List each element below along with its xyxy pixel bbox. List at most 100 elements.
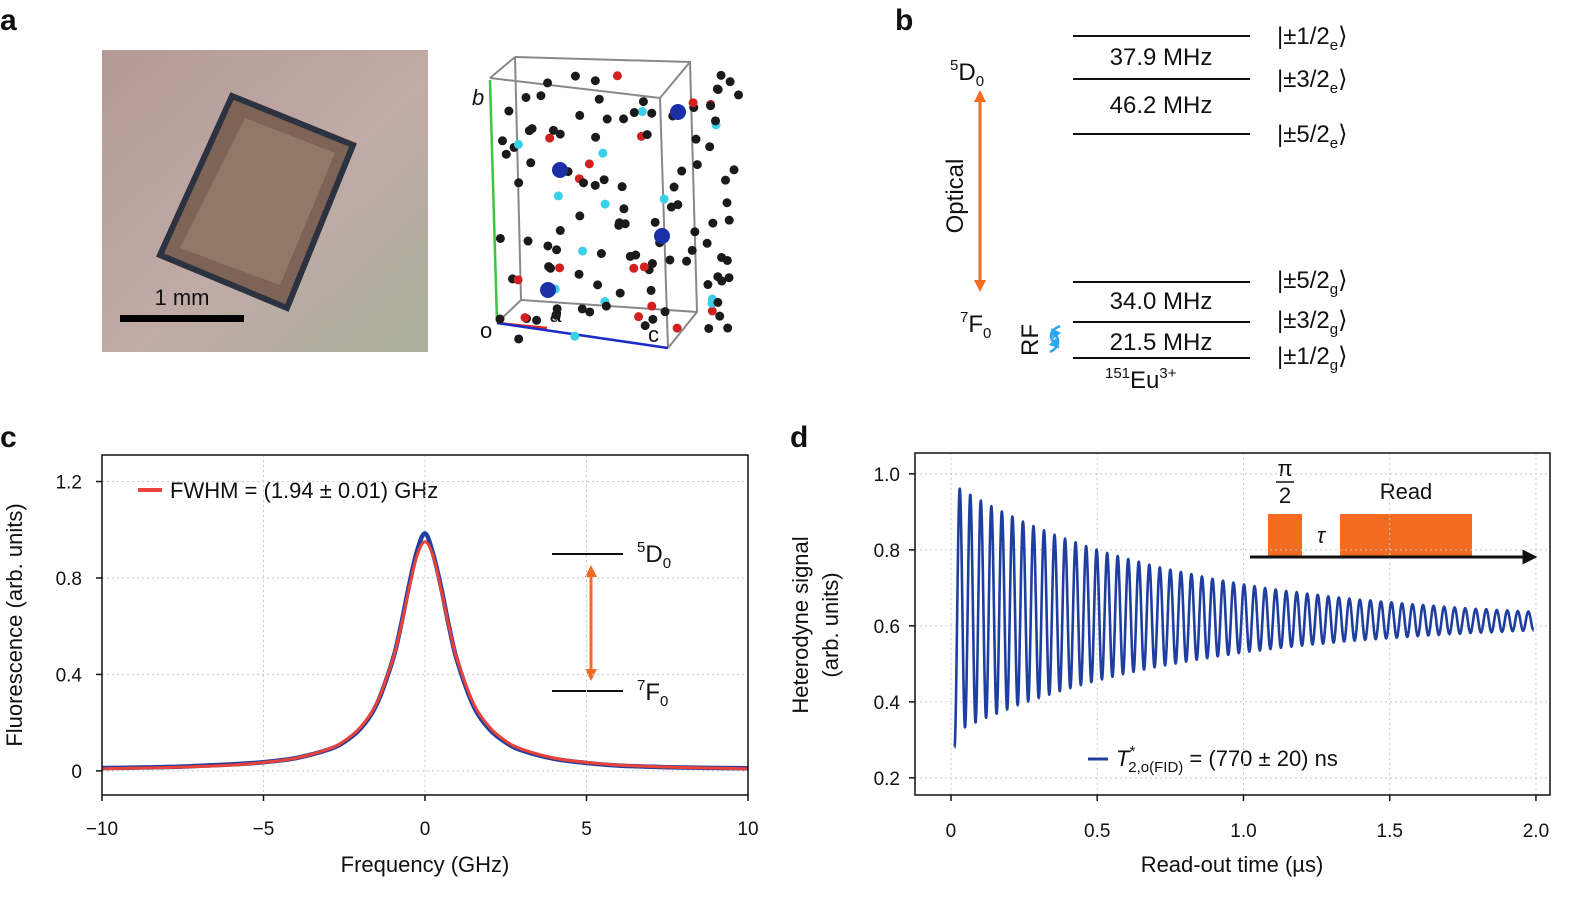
atom [619, 114, 629, 124]
atom [577, 304, 587, 314]
atom [590, 180, 600, 190]
atom [634, 312, 644, 322]
superscript: 5 [637, 539, 645, 556]
subscript: 0 [983, 325, 991, 342]
subscript: g [1330, 357, 1338, 374]
cell-edge [659, 61, 691, 99]
atom [704, 323, 714, 333]
atom [706, 101, 716, 111]
atom [639, 262, 649, 272]
unit-cell: b a c o [472, 56, 744, 350]
x-tick-label: 2.0 [1523, 821, 1549, 842]
ket-text: |±3/2 [1277, 307, 1330, 334]
atom [552, 304, 562, 314]
cell-edge [514, 56, 699, 349]
ket-close: ⟩ [1338, 267, 1347, 294]
atom [514, 178, 524, 188]
atom [498, 136, 508, 146]
atom [590, 76, 600, 86]
subscript: g [1330, 281, 1338, 298]
eu-atom [540, 282, 556, 298]
atom [596, 249, 606, 259]
ket-text: |±1/2 [1277, 23, 1330, 50]
atom [666, 202, 676, 212]
superscript: 5 [950, 57, 958, 74]
ion-label: 151Eu3+ [1105, 365, 1177, 394]
panel-label: a [0, 4, 17, 37]
atom [690, 227, 700, 237]
ket-close: ⟩ [1338, 307, 1347, 334]
cell-edge [489, 56, 516, 79]
atom [495, 314, 505, 324]
atom [660, 307, 670, 317]
y-tick-label: 1.0 [874, 465, 900, 486]
atom [720, 175, 730, 185]
x-tick-label: 0 [946, 821, 957, 842]
atom [717, 276, 727, 286]
atom [523, 236, 533, 246]
y-axis-label: (arb. units) [818, 572, 843, 677]
atom [524, 126, 534, 136]
atom [615, 288, 625, 298]
atom [614, 220, 624, 230]
atom [647, 108, 657, 118]
atom [715, 311, 725, 321]
ket-close: ⟩ [1338, 66, 1347, 93]
ket-text: |±1/2 [1277, 343, 1330, 370]
ket-text: |±5/2 [1277, 267, 1330, 294]
lower-term: 7F0 [960, 309, 991, 342]
delay-label: τ [1317, 523, 1327, 548]
atom [640, 321, 650, 331]
term-symbol: D [958, 59, 975, 86]
plot-frame [914, 452, 1551, 796]
atom [504, 106, 514, 116]
pulse-label: Read [1380, 479, 1433, 504]
inset-lower: 7F0 [637, 677, 668, 710]
atom [708, 218, 718, 228]
legend-label: T* 2,o(FID) = (770 ± 20) ns [1116, 743, 1338, 776]
subscript: 0 [660, 693, 668, 710]
term-symbol: D [645, 541, 662, 568]
atom [702, 238, 712, 248]
subscript: e [1330, 80, 1338, 97]
atom [659, 194, 669, 204]
crystal-face [180, 118, 335, 285]
atom [650, 217, 660, 227]
atom [575, 211, 585, 221]
atom [637, 107, 647, 117]
atom [555, 226, 565, 236]
atom [526, 158, 536, 168]
atom [710, 116, 720, 126]
atom [724, 215, 734, 225]
atom [602, 114, 612, 124]
ket-text: |±3/2 [1277, 66, 1330, 93]
atom [677, 166, 687, 176]
atom [638, 97, 648, 107]
y-tick-label: 1.2 [56, 473, 82, 494]
atom [579, 178, 589, 188]
superscript: * [1129, 743, 1135, 760]
legend-label: FWHM = (1.94 ± 0.01) GHz [170, 478, 438, 503]
atom [725, 77, 735, 87]
term-symbol: F [968, 311, 983, 338]
atom [692, 160, 702, 170]
subscript: g [1330, 321, 1338, 338]
atom [553, 191, 563, 201]
ket-close: ⟩ [1338, 343, 1347, 370]
atom [543, 241, 553, 251]
x-tick-label: 10 [737, 819, 758, 840]
panel-label: b [895, 4, 913, 37]
subscript: 2,o(FID) [1128, 759, 1183, 776]
subscript: e [1330, 37, 1338, 54]
state-label: |±5/2g⟩ [1277, 267, 1348, 298]
atom [724, 273, 734, 283]
subscript: e [1330, 135, 1338, 152]
ket-close: ⟩ [1338, 23, 1347, 50]
axis-name: b [472, 85, 484, 110]
panel-label: c [0, 421, 17, 454]
plot-frame [101, 454, 749, 796]
atom [722, 255, 732, 265]
atom [578, 246, 588, 256]
splitting: 21.5 MHz [1110, 329, 1213, 356]
atom [617, 182, 627, 192]
